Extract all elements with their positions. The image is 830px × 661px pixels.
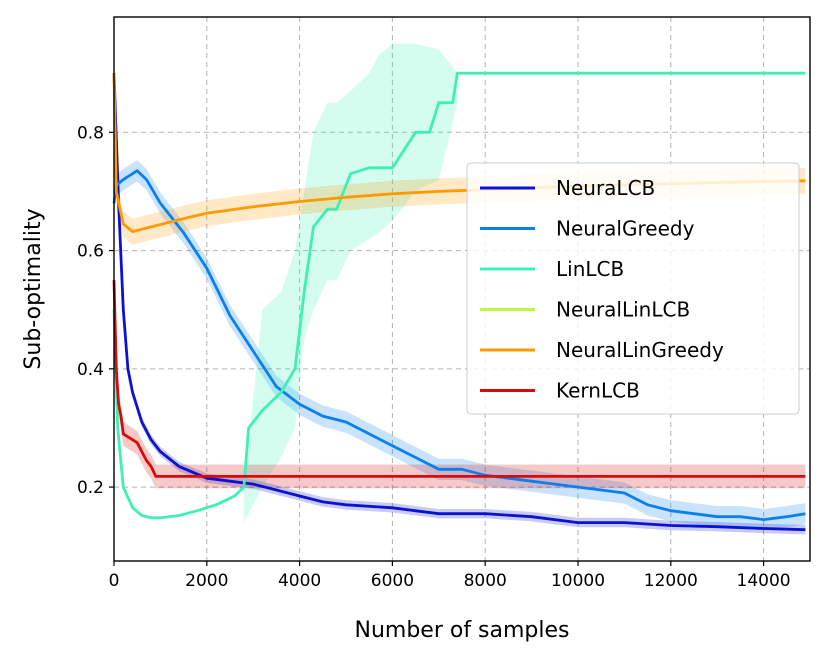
plot-frame: [113, 16, 811, 562]
axis-ticks: 0 2000 4000 6000 8000 10000 12000 14000 0.2 0.4 0.…: [77, 123, 791, 591]
x-tick-label: 2000: [185, 571, 228, 591]
band-kernlcb: [114, 268, 806, 489]
x-tick-label: 10000: [551, 571, 605, 591]
x-tick-label: 12000: [644, 571, 698, 591]
line-neuralcb: [112, 73, 806, 532]
y-tick-label: 0.8: [77, 123, 104, 143]
band-neurallingreedy: [114, 60, 806, 245]
line-neuralgreedy: [112, 169, 806, 521]
band-neuralgreedy: [114, 160, 806, 531]
legend-label-neuralcb: NeuraLCB: [556, 176, 655, 200]
legend-label-kernlcb: KernLCB: [556, 379, 640, 403]
x-tick-label: 4000: [278, 571, 321, 591]
line-kernlcb: [112, 280, 806, 478]
y-tick-label: 0.4: [77, 360, 104, 380]
x-tick-label: 0: [109, 571, 120, 591]
y-tick-label: 0.6: [77, 242, 104, 262]
legend-label-neurallinlcb: NeuralLinLCB: [556, 298, 690, 322]
legend-box: [466, 162, 800, 415]
legend-label-neurallingreedy: NeuralLinGreedy: [556, 338, 724, 362]
y-axis-label: Sub-optimality: [21, 208, 46, 369]
legend: NeuraLCB NeuralGreedy LinLCB NeuralLinLCB Ne…: [466, 162, 800, 415]
legend-label-linlcb: LinLCB: [556, 257, 624, 281]
x-tick-label: 6000: [371, 571, 414, 591]
line-linlcb: [112, 71, 806, 520]
x-axis-label: Number of samples: [354, 618, 569, 643]
legend-label-neuralgreedy: NeuralGreedy: [556, 217, 695, 241]
x-tick-label: 14000: [737, 571, 791, 591]
y-tick-label: 0.2: [77, 478, 104, 498]
x-tick-label: 8000: [464, 571, 507, 591]
